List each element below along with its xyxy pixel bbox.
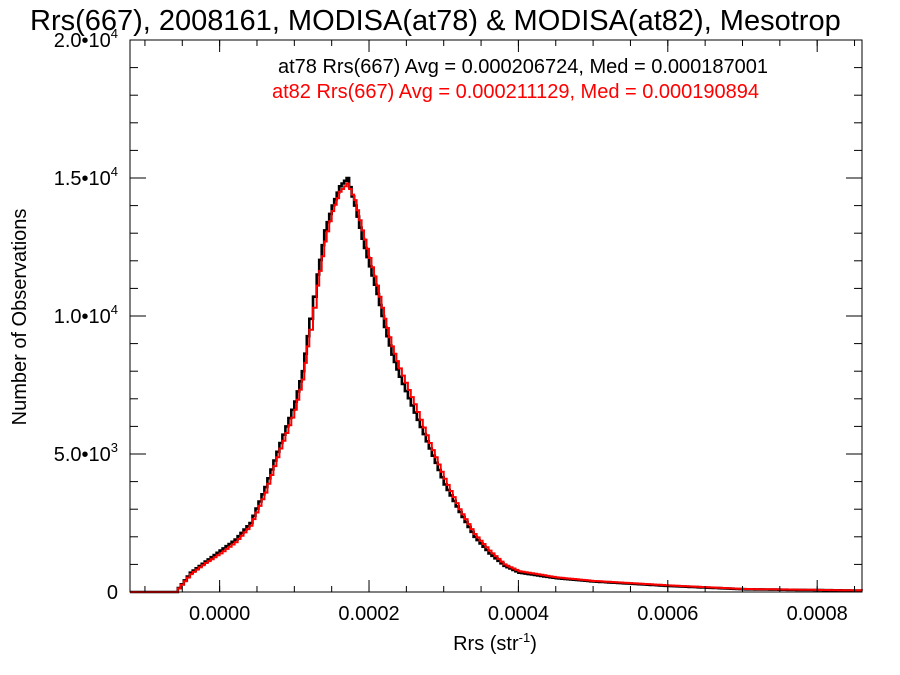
y-tick-exponent: 4 bbox=[111, 164, 118, 179]
y-tick-label-4: 2.0•104 bbox=[54, 26, 118, 52]
y-axis-label: Number of Observations bbox=[9, 209, 31, 426]
y-tick-label-2: 1.0•104 bbox=[54, 302, 118, 328]
x-axis-label-base: Rrs (str bbox=[453, 633, 519, 655]
y-tick-mantissa: 1.0•10 bbox=[54, 306, 111, 328]
histogram-line-at78 bbox=[130, 176, 862, 594]
y-tick-mantissa: 0 bbox=[107, 582, 118, 604]
stats-annotation-at82: at82 Rrs(667) Avg = 0.000211129, Med = 0… bbox=[272, 81, 759, 103]
histogram-line-at82 bbox=[130, 182, 863, 593]
x-tick-label-0: 0.0000 bbox=[189, 603, 250, 625]
y-tick-label-3: 1.5•104 bbox=[54, 164, 118, 190]
x-axis-label-exponent: -1 bbox=[519, 630, 531, 645]
x-axis-label-end: ) bbox=[530, 633, 537, 655]
x-tick-label-1: 0.0002 bbox=[338, 603, 399, 625]
chart-title: Rrs(667), 2008161, MODISA(at78) & MODISA… bbox=[30, 5, 841, 37]
y-tick-mantissa: 2.0•10 bbox=[54, 30, 111, 52]
x-tick-label-2: 0.0004 bbox=[488, 603, 549, 625]
x-tick-label-3: 0.0006 bbox=[637, 603, 698, 625]
x-axis-label: Rrs (str-1) bbox=[453, 630, 537, 655]
x-tick-label-4: 0.0008 bbox=[787, 603, 848, 625]
y-tick-mantissa: 5.0•10 bbox=[54, 444, 111, 466]
y-tick-mantissa: 1.5•10 bbox=[54, 168, 111, 190]
stats-annotation-at78: at78 Rrs(667) Avg = 0.000206724, Med = 0… bbox=[278, 56, 768, 78]
y-tick-exponent: 3 bbox=[111, 440, 118, 455]
y-tick-label-0: 0 bbox=[107, 582, 118, 604]
y-tick-label-1: 5.0•103 bbox=[54, 440, 118, 466]
plot-frame bbox=[129, 39, 863, 593]
y-tick-exponent: 4 bbox=[111, 302, 118, 317]
y-tick-exponent: 4 bbox=[111, 26, 118, 41]
